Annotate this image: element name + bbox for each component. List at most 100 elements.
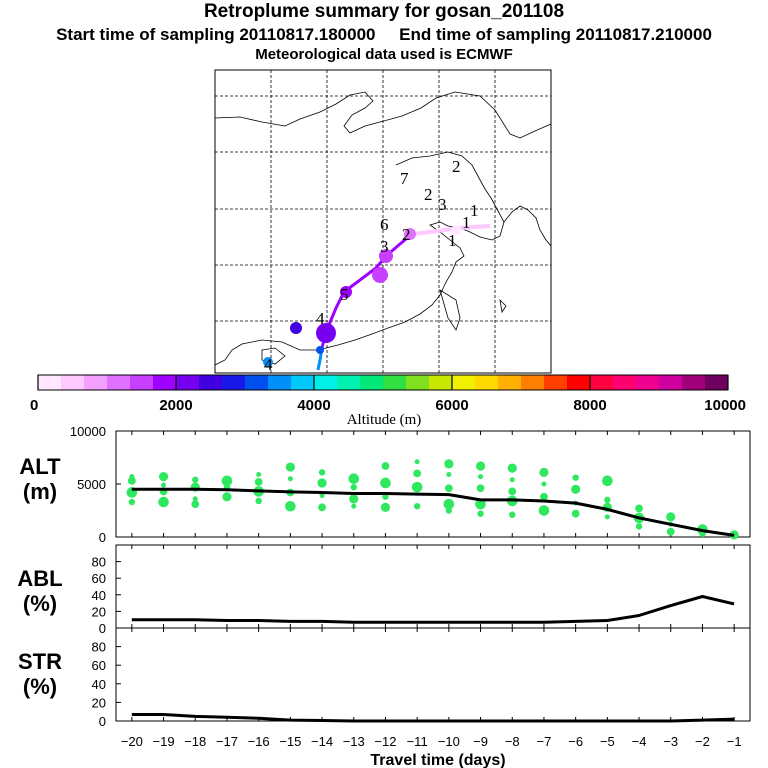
altitude-point (158, 496, 169, 508)
altitude-point (538, 505, 550, 516)
track-marker (316, 323, 336, 343)
y-tick-label: 20 (92, 604, 106, 619)
x-tick-label: −4 (632, 734, 647, 749)
altitude-point (666, 512, 676, 522)
altitude-point (604, 514, 610, 520)
x-tick-label: −1 (727, 734, 742, 749)
altitude-point (349, 494, 359, 504)
colorbar-swatch (360, 375, 384, 390)
altitude-point (381, 462, 390, 470)
colorbar-swatch (590, 375, 614, 390)
y-tick-label: 60 (92, 658, 106, 673)
x-tick-label: −11 (407, 734, 428, 749)
x-tick-label: −2 (695, 734, 710, 749)
track-marker (290, 322, 302, 334)
track-marker (379, 249, 393, 263)
altitude-point (413, 503, 421, 510)
panel-alt: 10000 5000 0 ALT(m) (19, 424, 751, 545)
track-segment-late (411, 224, 491, 236)
colorbar-swatch (498, 375, 522, 390)
altitude-point (507, 463, 517, 473)
altitude-point (571, 484, 581, 494)
altitude-point (571, 509, 580, 518)
track-marker (316, 346, 324, 354)
altitude-point (635, 523, 643, 530)
track-marker (451, 225, 461, 235)
map-gridlines (215, 70, 551, 373)
map-panel: 1 1 1 2 2 2 3 3 4 4 5 6 7 (214, 69, 552, 374)
altitude-point (635, 504, 643, 513)
colorbar-swatch (84, 375, 108, 390)
y-axis-label: ABL (17, 566, 62, 591)
colorbar-tick-label: 10000 (704, 397, 746, 414)
altitude-point (128, 498, 136, 506)
start-time: Start time of sampling 20110817.180000 (56, 25, 376, 44)
altitude-point (509, 511, 516, 518)
altitude-point (380, 502, 391, 512)
altitude-point (478, 474, 484, 480)
altitude-point (127, 476, 136, 485)
colorbar-swatch (659, 375, 683, 390)
x-tick-label: −18 (184, 734, 206, 749)
colorbar-swatch (406, 375, 430, 390)
altitude-point (350, 483, 357, 491)
colorbar-swatch (636, 375, 660, 390)
colorbar-swatch (199, 375, 223, 390)
track-label: 1 (448, 231, 457, 250)
altitude-point (192, 476, 199, 483)
sampling-times: Start time of sampling 20110817.180000 E… (0, 25, 768, 45)
x-axis-label: Travel time (days) (370, 752, 505, 768)
altitude-point (192, 496, 198, 502)
y-tick-label: 5000 (77, 477, 106, 492)
track-label: 2 (452, 157, 461, 176)
y-tick-label: 0 (99, 714, 106, 729)
altitude-point (411, 481, 423, 493)
colorbar-swatch (475, 375, 499, 390)
y-tick-label: 10000 (70, 424, 106, 439)
colorbar-label: Altitude (m) (347, 412, 422, 428)
end-time: End time of sampling 20110817.210000 (399, 25, 712, 44)
track-label: 4 (264, 355, 273, 374)
colorbar-swatch (544, 375, 568, 390)
colorbar-swatch (222, 375, 246, 390)
x-tick-label: −7 (537, 734, 552, 749)
colorbar-tick-label: 0 (30, 397, 38, 414)
track-label: 6 (380, 215, 389, 234)
track-label: 2 (424, 185, 433, 204)
altitude-point (318, 469, 326, 476)
x-tick-label: −10 (438, 734, 460, 749)
track-label: 4 (316, 309, 325, 328)
y-axis-unit: (%) (23, 591, 57, 616)
y-tick-label: 80 (92, 640, 106, 655)
track-marker (372, 267, 388, 283)
y-tick-label: 40 (92, 588, 106, 603)
colorbar-swatch (245, 375, 269, 390)
altitude-point (161, 482, 167, 488)
altitude-point (477, 510, 484, 517)
altitude-point (221, 475, 233, 487)
x-tick-label: −12 (374, 734, 396, 749)
time-series-panels: 1000050000ALT(m)806040200ABL(%)806040200… (17, 424, 751, 768)
y-tick-label: 0 (99, 530, 106, 545)
colorbar-swatch (291, 375, 315, 390)
y-axis-unit: (%) (23, 674, 57, 699)
altitude-point (476, 484, 485, 493)
x-tick-label: −19 (153, 734, 175, 749)
panel-frame (115, 627, 751, 722)
track-label: 2 (402, 225, 411, 244)
colorbar-tick-label: 4000 (297, 397, 330, 414)
x-tick-label: −16 (248, 734, 270, 749)
altitude-point (256, 471, 262, 477)
y-tick-label: 0 (99, 621, 106, 636)
met-data-note: Meteorological data used is ECMWF (255, 46, 513, 63)
colorbar-swatch (613, 375, 637, 390)
track-label: 1 (470, 201, 479, 220)
colorbar-tick-label: 6000 (435, 397, 468, 414)
colorbar-swatch (337, 375, 361, 390)
altitude-point (317, 478, 327, 488)
altitude-point (509, 477, 515, 483)
track-label: 7 (400, 169, 409, 188)
coastlines (214, 91, 552, 366)
colorbar-swatch (567, 375, 591, 390)
altitude-point (351, 503, 357, 509)
